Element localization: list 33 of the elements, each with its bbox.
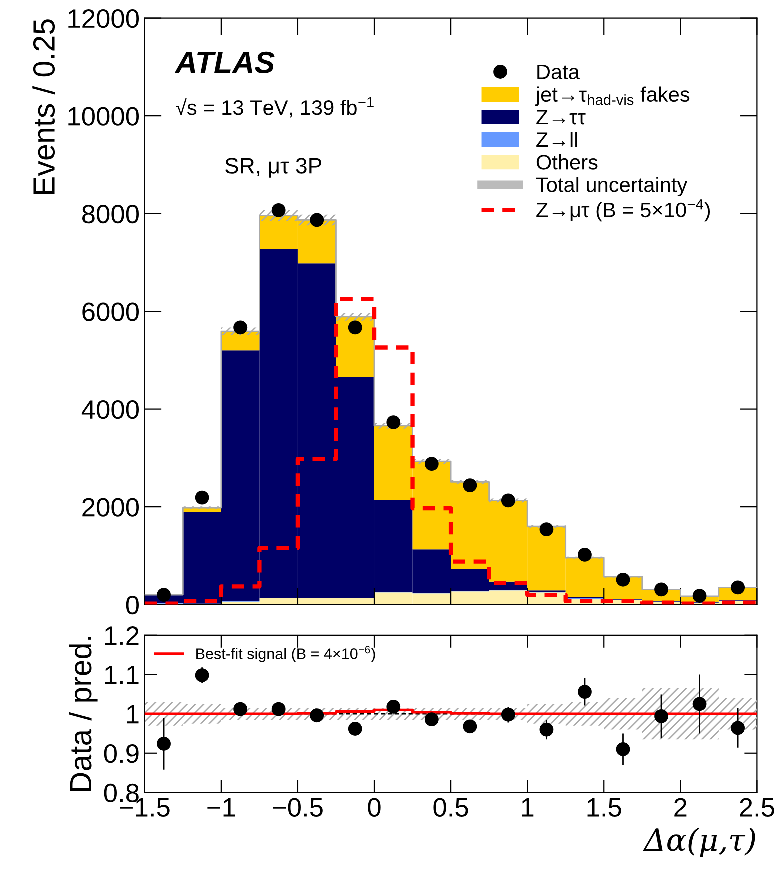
y-tick-label: 0.9 (104, 744, 139, 764)
y-tick-label: 10000 (68, 107, 140, 126)
x-tick-label: 2.5 (740, 798, 774, 817)
y-tick-label: 12000 (68, 9, 140, 28)
annotation: ATLAS (174, 52, 275, 74)
y-tick-label: 8000 (82, 204, 140, 224)
x-tick-label: 1 (522, 798, 534, 817)
y-tick-label: 4000 (82, 400, 140, 420)
y-tick-label: 6000 (82, 302, 140, 322)
legend-label: jet→τ$_{had‐vis}$ fakes (535, 86, 690, 106)
legend-label: Z→ττ (536, 110, 586, 125)
annotation: SR, μτ 3P (226, 158, 322, 178)
y-axis-title: Data / pred. (69, 637, 98, 792)
y-tick-label: 2000 (82, 498, 140, 517)
legend-label: Best-fit signal (B = 4×10$^{−6}$) (196, 646, 376, 662)
legend-label: Data (538, 64, 580, 80)
x-tick-label: 1.5 (588, 798, 622, 817)
x-tick-label: −1 (208, 798, 236, 817)
legend-label: Others (536, 154, 598, 170)
legend-label: Total uncertainty (536, 177, 688, 196)
y-tick-label: 1.2 (105, 626, 139, 645)
x-axis-title: Δα(μ,τ) (643, 828, 756, 858)
y-tick-label: 1.1 (105, 666, 139, 684)
legend-label: Z→μτ (B = 5×10$^{−4}$) (536, 200, 710, 222)
y-tick-label: 0 (126, 596, 139, 615)
x-tick-label: −0.5 (273, 798, 323, 817)
legend-label: Z→ll (536, 132, 578, 148)
annotation: √s = 13 TeV, 139 fb$^{−1}$ (176, 97, 374, 118)
y-tick-label: 1 (127, 705, 139, 724)
x-tick-label: 2 (674, 798, 687, 817)
x-tick-label: 0 (368, 798, 381, 817)
x-tick-label: 0.5 (434, 798, 468, 817)
y-axis-title: Events / 0.25 (32, 20, 56, 194)
